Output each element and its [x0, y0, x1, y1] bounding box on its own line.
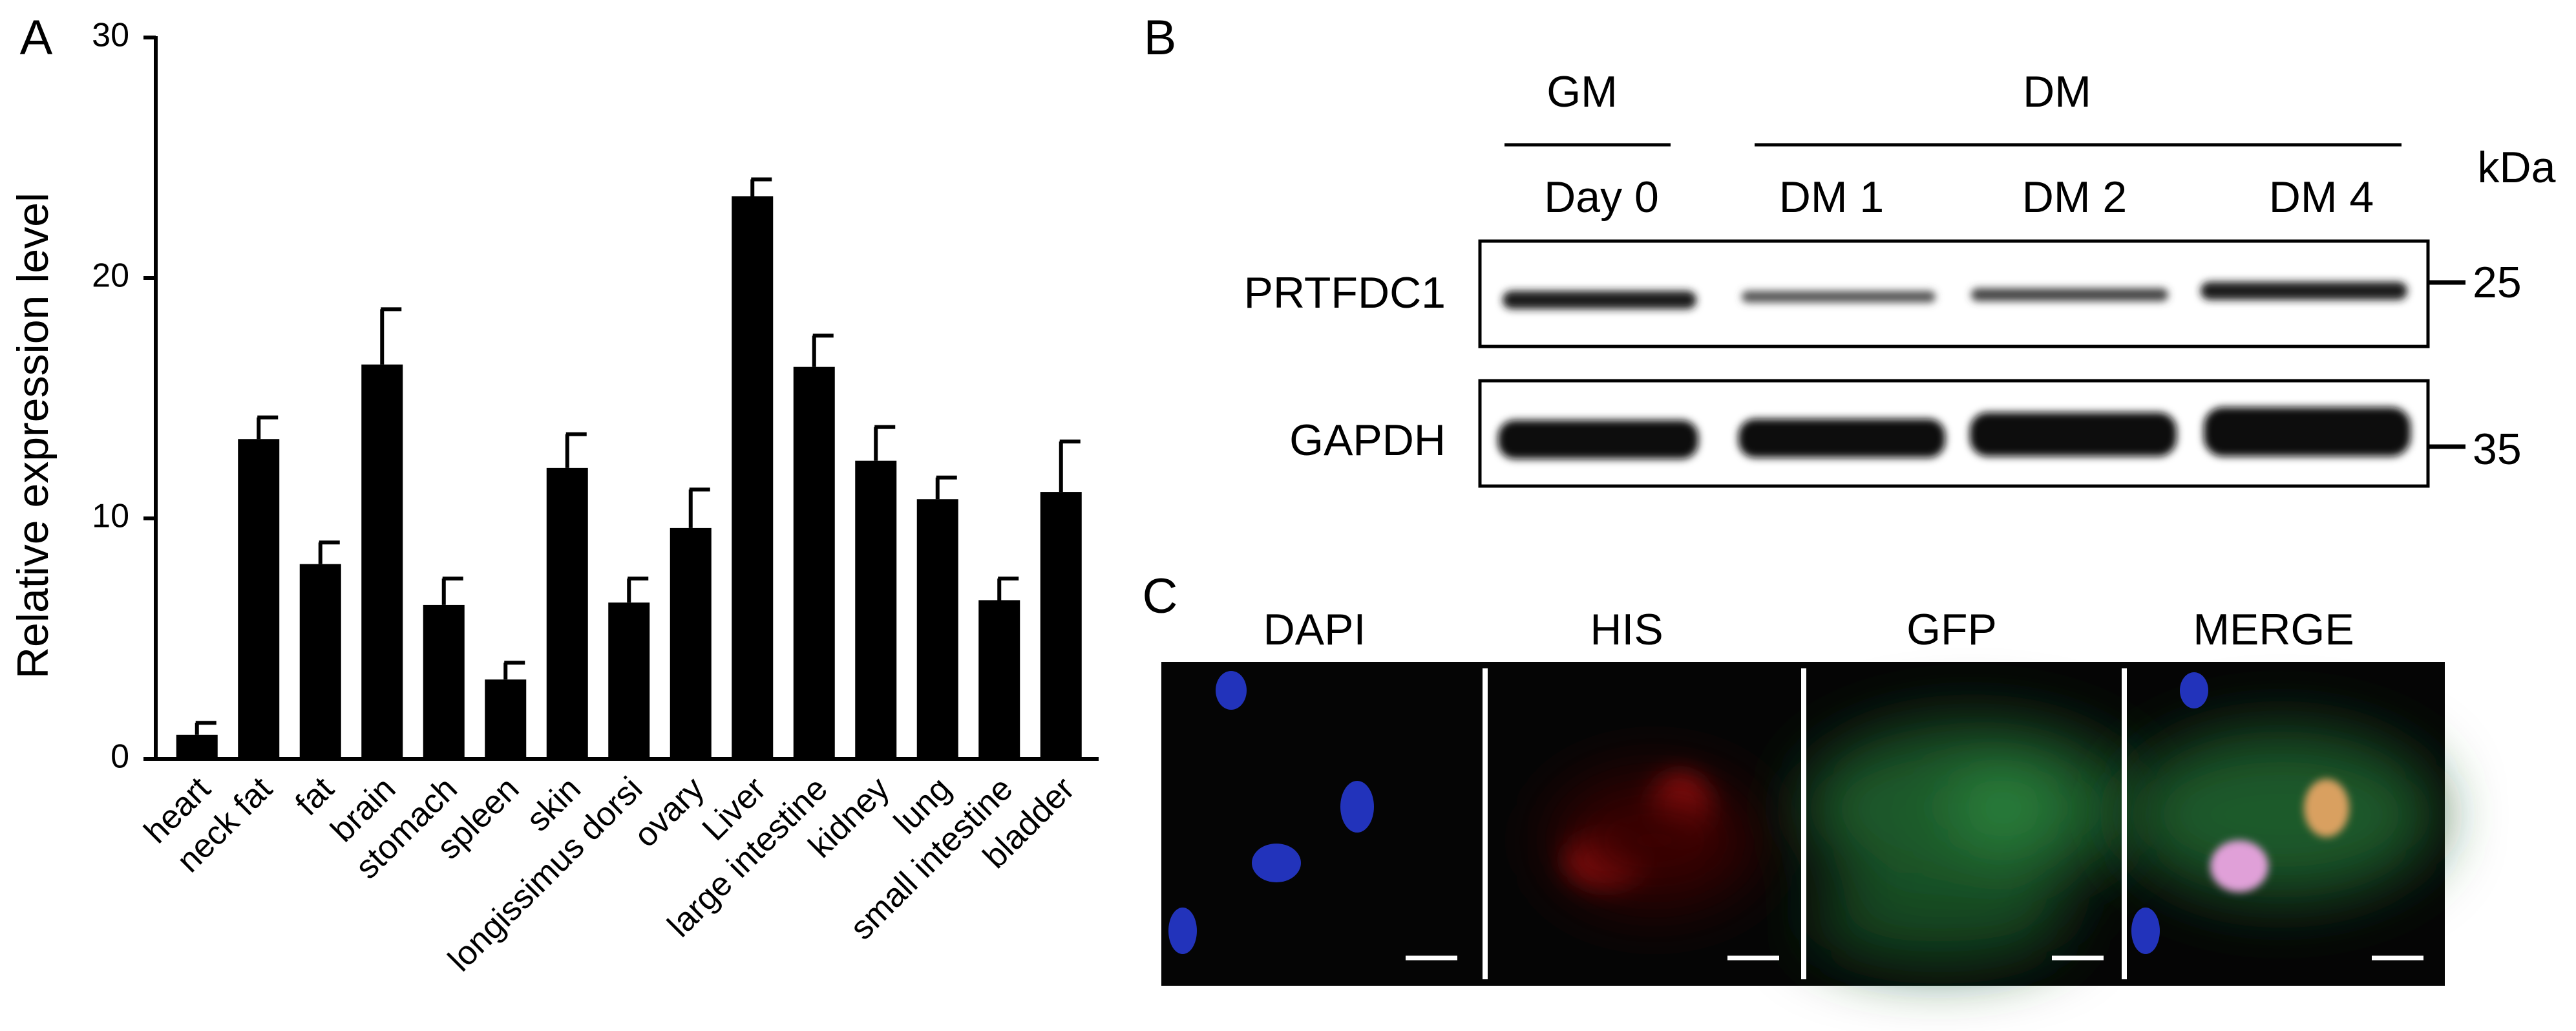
panel-label: B [1144, 10, 1177, 65]
y-axis-label: Relative expression level [8, 193, 58, 679]
bar [732, 196, 774, 759]
y-tick-label: 30 [92, 17, 129, 54]
nucleus [1340, 781, 1374, 833]
lane-label: DM 2 [2022, 173, 2127, 222]
marker-label: 35 [2473, 425, 2522, 474]
marker-label: 25 [2473, 258, 2522, 307]
lane-label: DM 4 [2269, 173, 2374, 222]
protein-label: GAPDH [1289, 416, 1446, 465]
bar [793, 367, 835, 759]
band [1503, 291, 1696, 309]
separators [1406, 668, 2423, 979]
band [1971, 288, 2168, 301]
bar [238, 439, 280, 759]
nucleus [2210, 840, 2268, 892]
group-label: GM [1547, 67, 1618, 116]
bar [299, 564, 341, 759]
band [1498, 420, 1698, 459]
bar [1040, 492, 1082, 759]
panel-c: C DAPI HIS GFP MERGE [1143, 569, 2445, 986]
bar [176, 734, 218, 759]
band [2201, 282, 2407, 300]
bar [670, 527, 712, 759]
lane-label: Day 0 [1544, 173, 1659, 222]
channel-label: MERGE [2193, 605, 2354, 654]
lane-label: DM 1 [1779, 173, 1884, 222]
y-tick-label: 20 [92, 257, 129, 295]
blot-bands [1498, 407, 2411, 459]
nucleus [2180, 672, 2208, 708]
channel-label: DAPI [1263, 605, 1366, 654]
bar [855, 460, 897, 759]
gfp-signal [1803, 724, 2139, 963]
band [1742, 291, 1936, 303]
dapi-nuclei [1168, 671, 1374, 954]
y-tick-label: 0 [111, 738, 129, 776]
merge-signal [2126, 672, 2436, 954]
bar [608, 602, 650, 759]
panel-b: B GM DM Day 0 DM 1 DM 2 DM 4 kDa PRTFDC1… [1144, 10, 2556, 488]
nucleus [1168, 908, 1197, 954]
group-label: DM [2023, 67, 2091, 116]
x-tick-label: ovary [627, 770, 712, 855]
protein-label: PRTFDC1 [1244, 268, 1446, 317]
bar [916, 499, 958, 759]
unit-label: kDa [2478, 143, 2556, 192]
panel-label: C [1143, 569, 1178, 624]
bar [361, 364, 403, 759]
his-signal [1551, 776, 1758, 905]
bar [978, 600, 1020, 759]
blot-bands [1503, 282, 2407, 309]
bar [423, 604, 465, 759]
cell [1810, 873, 2068, 963]
y-tick-label: 10 [92, 498, 129, 535]
band [1738, 419, 1945, 458]
channel-label: GFP [1906, 605, 1997, 654]
nucleus [1252, 844, 1301, 882]
panel-a: A Relative expression level 0102030heart… [8, 10, 1099, 979]
cytoplasm [1551, 776, 1758, 905]
nucleus [1958, 772, 2049, 844]
nucleus [2131, 908, 2160, 954]
band [1970, 412, 2177, 456]
channel-label: HIS [1590, 605, 1663, 654]
bar [485, 679, 527, 759]
band [2204, 407, 2411, 456]
panel-label: A [20, 10, 53, 65]
cell [2126, 730, 2436, 898]
bar [546, 467, 588, 759]
nucleus [1216, 671, 1247, 710]
nucleus [2304, 779, 2349, 837]
